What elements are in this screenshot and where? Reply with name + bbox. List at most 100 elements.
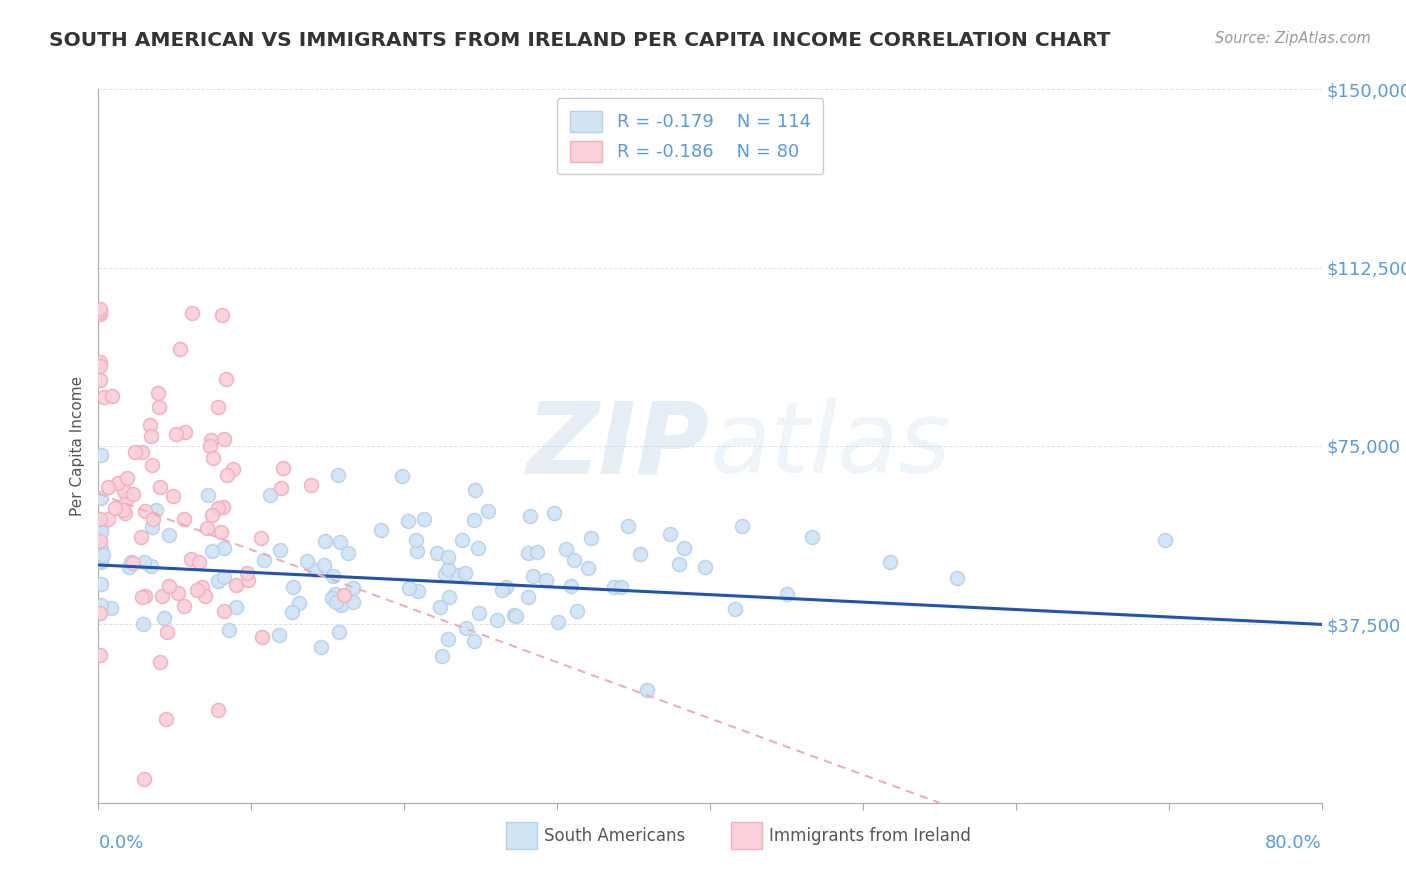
Point bbox=[198, 439, 221, 453]
Point bbox=[89, 534, 111, 549]
Point bbox=[115, 491, 138, 506]
Point bbox=[100, 601, 122, 615]
Point bbox=[329, 535, 352, 549]
Point bbox=[281, 605, 304, 619]
Point bbox=[141, 520, 163, 534]
Point bbox=[463, 634, 485, 648]
Point bbox=[543, 507, 565, 521]
Text: 0.0%: 0.0% bbox=[98, 834, 143, 852]
Point bbox=[207, 703, 229, 717]
Point bbox=[555, 542, 578, 557]
Point bbox=[169, 343, 191, 357]
Point bbox=[249, 531, 271, 545]
Point bbox=[141, 558, 163, 573]
Point bbox=[454, 621, 477, 635]
Point bbox=[636, 682, 658, 697]
Point bbox=[332, 588, 354, 602]
Point bbox=[89, 606, 111, 620]
Point bbox=[145, 503, 167, 517]
Point bbox=[188, 555, 211, 569]
Point bbox=[547, 615, 569, 629]
Point bbox=[165, 427, 187, 442]
Point bbox=[90, 555, 112, 569]
Point bbox=[215, 372, 238, 386]
Point bbox=[446, 568, 468, 582]
Point bbox=[142, 512, 165, 526]
Point bbox=[269, 542, 291, 557]
Point bbox=[326, 468, 349, 483]
Point bbox=[173, 599, 195, 613]
Point bbox=[693, 559, 716, 574]
Point bbox=[207, 501, 229, 516]
Point bbox=[212, 500, 235, 514]
Point bbox=[156, 624, 179, 639]
Point bbox=[672, 541, 695, 555]
Point bbox=[329, 598, 352, 612]
Point bbox=[565, 604, 588, 618]
Point bbox=[945, 570, 967, 584]
Legend: R = -0.179    N = 114, R = -0.186    N = 80: R = -0.179 N = 114, R = -0.186 N = 80 bbox=[557, 98, 824, 174]
Point bbox=[259, 488, 281, 502]
Point bbox=[155, 713, 177, 727]
Point bbox=[202, 450, 225, 465]
Point bbox=[194, 589, 217, 603]
Point bbox=[134, 504, 156, 518]
Point bbox=[405, 533, 427, 547]
Point bbox=[186, 582, 208, 597]
Point bbox=[451, 533, 474, 548]
Point bbox=[129, 530, 152, 544]
Point bbox=[225, 600, 247, 615]
Point bbox=[477, 503, 499, 517]
Point bbox=[236, 566, 259, 581]
Point bbox=[617, 519, 640, 533]
Point bbox=[89, 301, 111, 316]
Point bbox=[603, 580, 626, 594]
Point bbox=[201, 544, 224, 558]
Point bbox=[485, 613, 508, 627]
Text: 80.0%: 80.0% bbox=[1265, 834, 1322, 852]
Point bbox=[267, 628, 290, 642]
Point bbox=[146, 386, 169, 401]
Point bbox=[288, 596, 311, 610]
Point bbox=[579, 531, 602, 545]
Point bbox=[436, 632, 458, 646]
Point bbox=[412, 512, 434, 526]
Point bbox=[89, 373, 111, 387]
Point bbox=[107, 476, 129, 491]
Point bbox=[181, 306, 204, 320]
Point bbox=[491, 583, 513, 598]
Point bbox=[162, 489, 184, 503]
Point bbox=[467, 541, 489, 555]
Text: South Americans: South Americans bbox=[544, 827, 685, 845]
Point bbox=[89, 648, 111, 662]
Point bbox=[304, 564, 326, 578]
Point bbox=[101, 389, 124, 403]
Point bbox=[299, 478, 322, 492]
Point bbox=[134, 589, 156, 603]
Point bbox=[157, 528, 180, 542]
Point bbox=[201, 508, 224, 522]
Point bbox=[197, 488, 219, 502]
Point bbox=[174, 425, 197, 439]
Point bbox=[214, 569, 236, 583]
Point bbox=[90, 491, 112, 506]
Point bbox=[342, 595, 364, 609]
Point bbox=[124, 444, 146, 458]
Point bbox=[152, 589, 174, 603]
Point bbox=[149, 479, 172, 493]
Point bbox=[406, 583, 429, 598]
Point bbox=[337, 546, 360, 560]
Point bbox=[517, 545, 540, 559]
Point bbox=[322, 569, 344, 583]
Point bbox=[437, 591, 460, 605]
Point bbox=[120, 555, 142, 569]
Point bbox=[89, 355, 111, 369]
Point bbox=[437, 561, 460, 575]
Point bbox=[522, 568, 544, 582]
Point bbox=[560, 579, 582, 593]
Point bbox=[430, 649, 453, 664]
Point bbox=[112, 483, 135, 498]
Point bbox=[270, 481, 292, 495]
Point bbox=[111, 503, 134, 517]
Point bbox=[97, 480, 120, 494]
